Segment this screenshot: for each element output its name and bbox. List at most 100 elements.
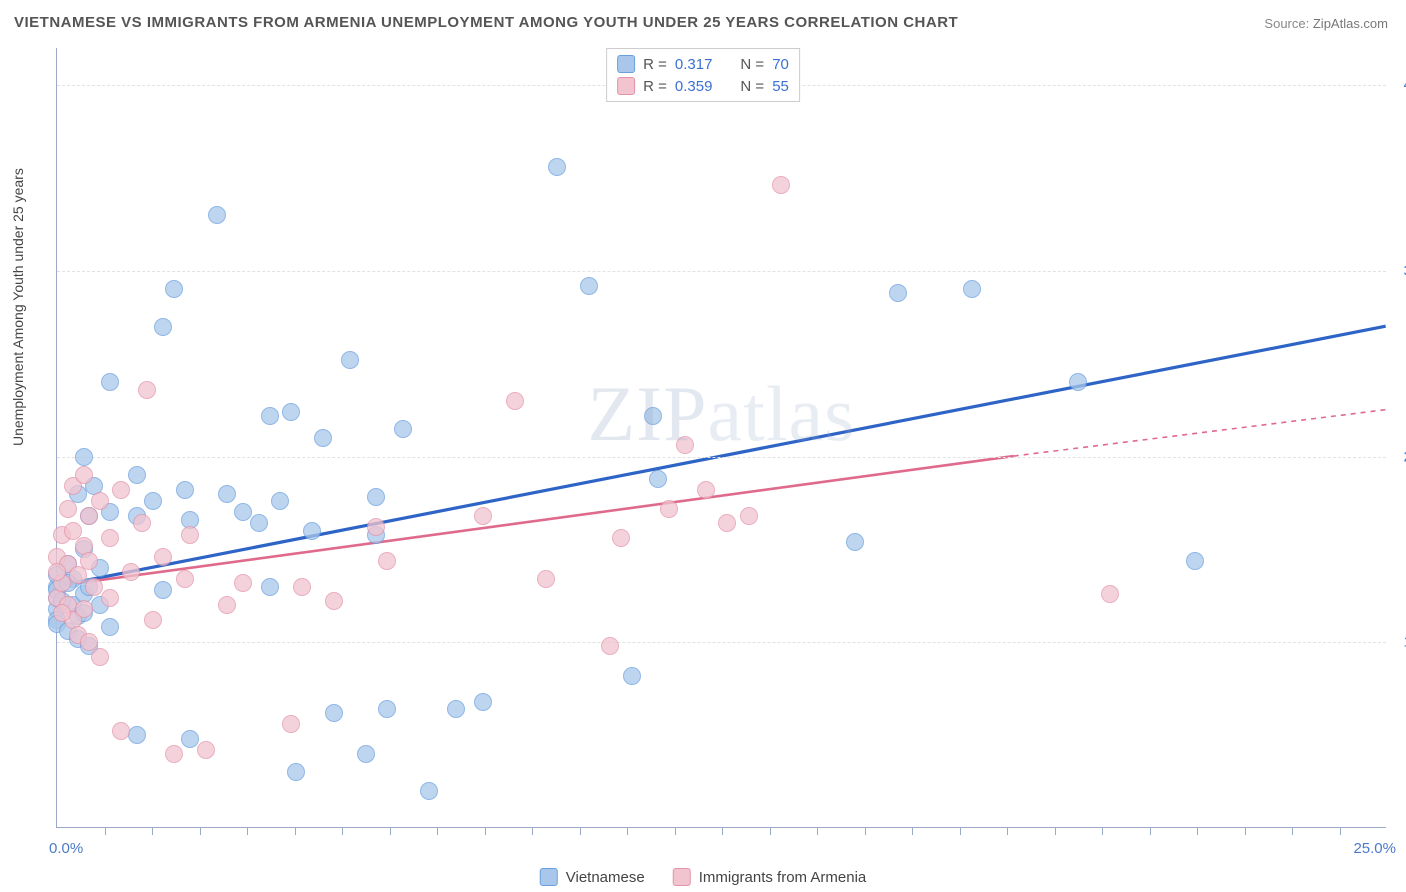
data-point [261,578,279,596]
data-point [181,730,199,748]
swatch-series-1-icon [617,77,635,95]
x-minor-tick [1150,827,1151,835]
x-minor-tick [675,827,676,835]
swatch-series-1-icon [673,868,691,886]
data-point [80,552,98,570]
x-minor-tick [865,827,866,835]
x-minor-tick [1007,827,1008,835]
data-point [128,466,146,484]
data-point [287,763,305,781]
n-label: N = [740,78,764,95]
data-point [176,570,194,588]
source-name: ZipAtlas.com [1313,16,1388,31]
data-point [53,604,71,622]
stats-row-series-0: R = 0.317 N = 70 [617,53,789,75]
watermark: ZIPatlas [588,369,856,459]
data-point [101,589,119,607]
data-point [740,507,758,525]
data-point [1186,552,1204,570]
data-point [325,592,343,610]
data-point [128,726,146,744]
x-minor-tick [770,827,771,835]
n-label: N = [740,56,764,73]
data-point [101,529,119,547]
data-point [122,563,140,581]
data-point [644,407,662,425]
r-label: R = [643,78,667,95]
data-point [506,392,524,410]
data-point [357,745,375,763]
x-minor-tick [295,827,296,835]
legend-label-series-0: Vietnamese [566,869,645,886]
data-point [69,566,87,584]
data-point [144,611,162,629]
data-point [676,436,694,454]
data-point [218,596,236,614]
data-point [660,500,678,518]
data-point [197,741,215,759]
data-point [261,407,279,425]
data-point [420,782,438,800]
x-axis-end-label: 25.0% [1353,840,1396,857]
data-point [282,715,300,733]
swatch-series-0-icon [540,868,558,886]
x-minor-tick [1340,827,1341,835]
stats-row-series-1: R = 0.359 N = 55 [617,75,789,97]
data-point [138,381,156,399]
x-minor-tick [485,827,486,835]
x-minor-tick [1197,827,1198,835]
trend-lines [57,48,1386,827]
r-value-series-0: 0.317 [675,56,713,73]
x-minor-tick [532,827,533,835]
data-point [303,522,321,540]
data-point [548,158,566,176]
x-minor-tick [105,827,106,835]
correlation-chart: VIETNAMESE VS IMMIGRANTS FROM ARMENIA UN… [0,0,1406,892]
data-point [176,481,194,499]
source-label: Source: [1264,16,1309,31]
r-label: R = [643,56,667,73]
data-point [649,470,667,488]
data-point [250,514,268,532]
n-value-series-0: 70 [772,56,789,73]
data-point [474,507,492,525]
x-minor-tick [960,827,961,835]
data-point [378,552,396,570]
chart-title: VIETNAMESE VS IMMIGRANTS FROM ARMENIA UN… [14,14,958,31]
data-point [623,667,641,685]
data-point [112,481,130,499]
n-value-series-1: 55 [772,78,789,95]
x-minor-tick [247,827,248,835]
source-attribution: Source: ZipAtlas.com [1264,16,1388,31]
data-point [697,481,715,499]
x-minor-tick [912,827,913,835]
data-point [314,429,332,447]
swatch-series-0-icon [617,55,635,73]
data-point [963,280,981,298]
x-minor-tick [390,827,391,835]
data-point [91,492,109,510]
data-point [154,318,172,336]
x-minor-tick [342,827,343,835]
data-point [889,284,907,302]
x-minor-tick [1245,827,1246,835]
data-point [846,533,864,551]
data-point [447,700,465,718]
data-point [580,277,598,295]
data-point [218,485,236,503]
data-point [1069,373,1087,391]
data-point [282,403,300,421]
data-point [144,492,162,510]
r-value-series-1: 0.359 [675,78,713,95]
data-point [718,514,736,532]
data-point [394,420,412,438]
data-point [75,466,93,484]
x-minor-tick [152,827,153,835]
grid-line [57,271,1386,272]
data-point [112,722,130,740]
data-point [234,574,252,592]
data-point [325,704,343,722]
x-minor-tick [437,827,438,835]
data-point [85,578,103,596]
data-point [154,581,172,599]
